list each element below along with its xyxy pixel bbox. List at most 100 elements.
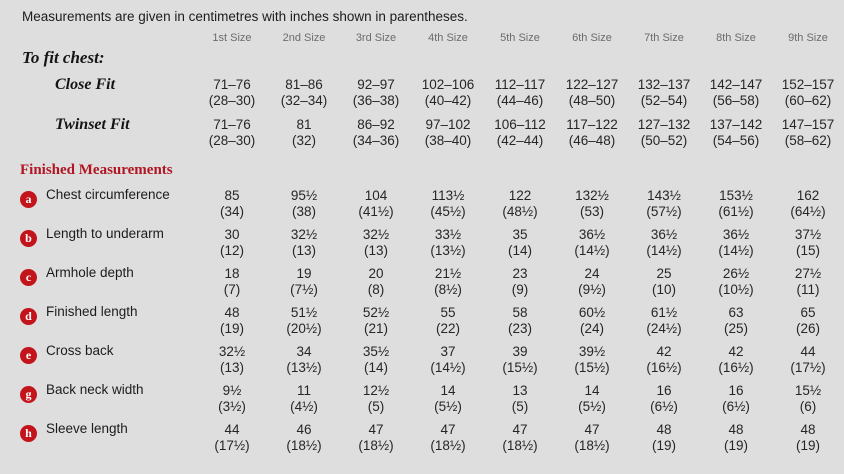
badge-letter-icon: d — [20, 308, 37, 325]
inch-value: (24½) — [646, 320, 682, 336]
column-header-9: 9th Size — [788, 32, 828, 44]
measurement-label: Back neck width — [46, 382, 144, 397]
measurement-value-cell: 34 (13½) — [268, 337, 340, 376]
measurement-value-cell: 32½ (13) — [196, 337, 268, 376]
badge-letter-icon: h — [20, 425, 37, 442]
inch-value: (18½) — [430, 437, 466, 453]
measurement-value-cell: 47 (18½) — [340, 415, 412, 454]
measurement-value-cell: 37½ (15) — [772, 220, 844, 259]
cm-value: 142–147 — [709, 77, 763, 92]
cm-value: 106–112 — [494, 117, 546, 132]
measurement-value-cell: 42 (16½) — [700, 337, 772, 376]
cm-value: 47 — [368, 422, 384, 437]
cm-value: 58 — [512, 305, 528, 320]
inch-value: (14) — [363, 359, 388, 375]
column-header-2: 2nd Size — [282, 32, 326, 44]
cm-value: 143½ — [647, 188, 681, 203]
inch-value: (5½) — [578, 398, 606, 414]
inch-value: (21) — [363, 320, 388, 336]
cm-value: 85 — [224, 188, 240, 203]
fit-value-cell: 152–157 (60–62) — [772, 69, 844, 109]
inch-value: (19) — [795, 437, 820, 453]
cm-value: 15½ — [794, 383, 822, 398]
inch-value: (8½) — [434, 281, 462, 297]
measurement-label: Cross back — [46, 343, 114, 358]
inch-value: (8) — [367, 281, 385, 297]
cm-value: 36½ — [578, 227, 606, 242]
measurement-row-g: g Back neck width 9½ (3½) 11 (4½) 12½ (5) 14 (5½)… — [0, 376, 844, 415]
cm-value: 55 — [440, 305, 456, 320]
inch-value: (56–58) — [712, 92, 760, 108]
cm-value: 112–117 — [494, 77, 546, 92]
measurement-value-cell: 26½ (10½) — [700, 259, 772, 298]
cm-value: 9½ — [222, 383, 242, 398]
inch-value: (10) — [651, 281, 676, 297]
inch-value: (42–44) — [496, 132, 544, 148]
inch-value: (34) — [219, 203, 244, 219]
fit-row-close-fit: Close Fit 71–76 (28–30) 81–86 (32–34) 92–97 (3… — [0, 69, 844, 109]
inch-value: (32) — [291, 132, 316, 148]
inch-value: (7½) — [290, 281, 318, 297]
fit-value-cell: 122–127 (48–50) — [556, 69, 628, 109]
inch-value: (40–42) — [424, 92, 472, 108]
measurement-value-cell: 9½ (3½) — [196, 376, 268, 415]
measurement-label: Sleeve length — [46, 421, 128, 436]
measurement-row-e: e Cross back 32½ (13) 34 (13½) 35½ (14) 37 (14½) 3… — [0, 337, 844, 376]
measurement-label-cell: g Back neck width — [0, 376, 196, 415]
measurement-label-cell: h Sleeve length — [0, 415, 196, 454]
column-header-7: 7th Size — [644, 32, 684, 44]
cm-value: 48 — [728, 422, 744, 437]
inch-value: (3½) — [218, 398, 246, 414]
inch-value: (14½) — [718, 242, 754, 258]
measurement-row-a: a Chest circumference 85 (34) 95½ (38) 104 (41½… — [0, 181, 844, 220]
fit-value-cell: 117–122 (46–48) — [556, 109, 628, 149]
cm-value: 44 — [224, 422, 240, 437]
cm-value: 51½ — [290, 305, 318, 320]
inch-value: (34–36) — [352, 132, 400, 148]
inch-value: (38) — [291, 203, 316, 219]
badge-letter-icon: g — [20, 386, 37, 403]
cm-value: 44 — [800, 344, 816, 359]
measurement-value-cell: 15½ (6) — [772, 376, 844, 415]
finished-measurements-heading-row: Finished Measurements — [0, 149, 844, 181]
cm-value: 61½ — [650, 305, 678, 320]
fit-value-cell: 112–117 (44–46) — [484, 69, 556, 109]
measurement-value-cell: 14 (5½) — [412, 376, 484, 415]
cm-value: 113½ — [431, 188, 465, 203]
inch-value: (16½) — [718, 359, 754, 375]
cm-value: 52½ — [362, 305, 390, 320]
inch-value: (6½) — [650, 398, 678, 414]
measurement-value-cell: 104 (41½) — [340, 181, 412, 220]
cm-value: 19 — [296, 266, 312, 281]
cm-value: 24 — [584, 266, 600, 281]
measurement-value-cell: 132½ (53) — [556, 181, 628, 220]
badge-letter-icon: c — [20, 269, 37, 286]
measurement-value-cell: 11 (4½) — [268, 376, 340, 415]
inch-value: (12) — [219, 242, 244, 258]
badge-letter-icon: b — [20, 230, 37, 247]
inch-value: (17½) — [790, 359, 826, 375]
cm-value: 32½ — [218, 344, 246, 359]
column-header-4: 4th Size — [428, 32, 468, 44]
inch-value: (13½) — [286, 359, 322, 375]
cm-value: 81 — [296, 117, 312, 132]
measurement-value-cell: 36½ (14½) — [628, 220, 700, 259]
cm-value: 47 — [440, 422, 456, 437]
measurement-value-cell: 63 (25) — [700, 298, 772, 337]
cm-value: 102–106 — [421, 77, 475, 92]
measurement-row-h: h Sleeve length 44 (17½) 46 (18½) 47 (18½) 47 (18… — [0, 415, 844, 454]
inch-value: (32–34) — [280, 92, 328, 108]
measurement-value-cell: 44 (17½) — [196, 415, 268, 454]
cm-value: 16 — [728, 383, 744, 398]
inch-value: (64½) — [790, 203, 826, 219]
measurement-value-cell: 48 (19) — [196, 298, 268, 337]
cm-value: 47 — [584, 422, 600, 437]
inch-value: (38–40) — [424, 132, 472, 148]
inch-value: (50–52) — [640, 132, 688, 148]
fit-value-cell: 102–106 (40–42) — [412, 69, 484, 109]
cm-value: 71–76 — [213, 117, 251, 132]
cm-value: 35½ — [362, 344, 390, 359]
inch-value: (4½) — [290, 398, 318, 414]
inch-value: (13) — [219, 359, 244, 375]
inch-value: (23) — [507, 320, 532, 336]
